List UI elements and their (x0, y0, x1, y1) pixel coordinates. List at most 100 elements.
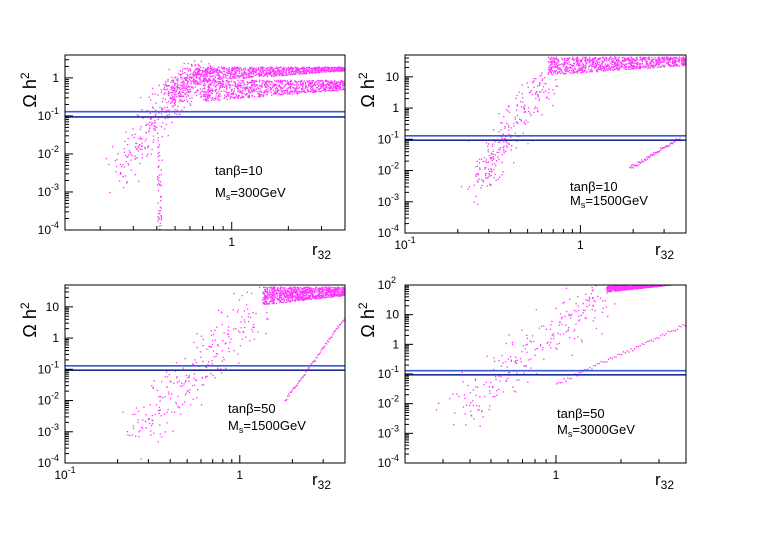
data-point (213, 68, 216, 70)
data-point (276, 91, 278, 93)
data-point (336, 291, 338, 293)
data-point (269, 86, 271, 89)
data-point (285, 89, 287, 92)
data-point (279, 295, 281, 297)
data-point (258, 68, 260, 70)
data-point (137, 421, 139, 424)
data-point (168, 85, 170, 87)
data-point (607, 63, 609, 65)
data-point (503, 152, 505, 154)
data-point (173, 81, 175, 83)
data-point (295, 69, 297, 71)
data-point (304, 90, 306, 93)
data-point (492, 143, 494, 145)
data-point (284, 296, 286, 298)
data-point (655, 59, 657, 61)
data-point (301, 79, 303, 82)
data-point (320, 87, 322, 89)
data-point (185, 78, 187, 80)
data-point (597, 60, 599, 62)
data-point (150, 153, 152, 155)
data-point (319, 287, 321, 289)
data-point (194, 64, 197, 66)
data-point (253, 70, 256, 73)
data-point (246, 92, 248, 95)
data-point (274, 91, 276, 93)
data-point (667, 58, 670, 60)
data-point (198, 83, 200, 85)
data-point (251, 70, 253, 72)
data-point (318, 80, 320, 82)
data-point (278, 292, 281, 295)
data-point (599, 68, 601, 70)
data-point (264, 296, 266, 298)
data-point (551, 58, 553, 60)
data-point (128, 154, 130, 156)
data-point (280, 73, 282, 75)
data-point (642, 59, 644, 61)
data-point (334, 70, 336, 72)
data-point (295, 87, 297, 90)
data-point (290, 288, 292, 290)
data-point (249, 96, 251, 98)
data-point (522, 132, 524, 134)
data-point (343, 288, 345, 290)
data-point (328, 338, 330, 340)
data-point (185, 374, 187, 377)
data-point (316, 356, 318, 359)
data-point (119, 163, 122, 166)
data-point (310, 71, 313, 73)
data-point (273, 92, 275, 94)
data-point (342, 287, 344, 289)
data-point (640, 59, 642, 61)
data-point (292, 296, 295, 298)
data-point (505, 136, 507, 138)
data-point (487, 145, 489, 147)
data-point (268, 302, 270, 304)
data-point (617, 57, 620, 59)
data-point (333, 68, 335, 70)
data-point (632, 57, 634, 60)
data-point (550, 56, 553, 58)
y-tick-label: 10 (38, 185, 52, 199)
data-point (219, 69, 221, 71)
data-point (180, 73, 183, 76)
data-point (676, 63, 678, 65)
data-point (682, 62, 685, 64)
data-point (148, 131, 150, 133)
data-point (261, 83, 263, 85)
data-point (182, 100, 184, 102)
data-point (497, 156, 499, 158)
data-point (194, 83, 197, 85)
data-point (272, 73, 274, 75)
data-point (309, 289, 311, 291)
data-point (475, 174, 477, 176)
data-point (249, 87, 252, 89)
data-point (232, 76, 234, 78)
data-point (554, 66, 556, 68)
data-point (248, 91, 250, 93)
data-point (320, 90, 322, 92)
data-point (222, 79, 224, 81)
data-point (248, 76, 250, 79)
data-point (159, 222, 161, 224)
data-point (268, 82, 270, 84)
data-point (678, 58, 680, 60)
data-point (330, 69, 333, 71)
data-point (647, 155, 649, 158)
data-point (186, 73, 188, 75)
data-point (239, 331, 241, 334)
data-point (154, 122, 156, 124)
data-point (327, 294, 330, 296)
data-point (337, 67, 339, 69)
data-point (176, 109, 178, 111)
data-point (293, 84, 295, 86)
data-point (500, 136, 503, 138)
data-point (322, 296, 324, 298)
data-point (217, 83, 219, 85)
data-point (519, 100, 522, 103)
data-point (253, 338, 256, 340)
data-point (578, 67, 580, 69)
data-point (319, 293, 321, 295)
